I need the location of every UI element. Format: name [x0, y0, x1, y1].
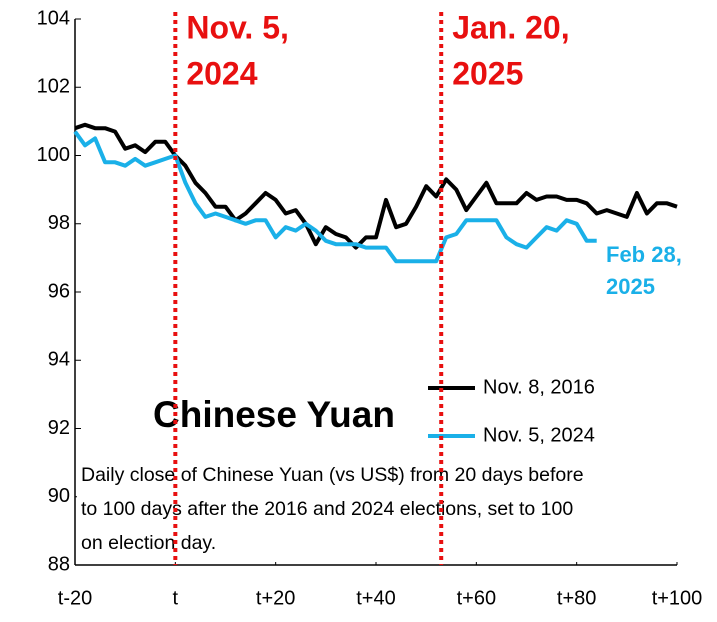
event-label: 2024	[186, 55, 257, 91]
x-tick-label: t	[173, 587, 179, 609]
legend-label: Nov. 5, 2024	[483, 424, 595, 446]
x-tick-label: t+80	[557, 587, 596, 609]
y-tick-label: 104	[37, 7, 70, 29]
y-tick-label: 88	[48, 553, 70, 575]
series-line	[73, 130, 597, 264]
note-background	[77, 458, 709, 562]
legend-label: Nov. 8, 2016	[483, 376, 595, 398]
y-tick-label: 102	[37, 76, 70, 98]
y-tick-label: 96	[48, 280, 70, 302]
x-tick-label: t+40	[356, 587, 395, 609]
note-text: to 100 days after the 2016 and 2024 elec…	[81, 498, 573, 520]
y-tick-label: 90	[48, 485, 70, 507]
x-tick-label: t+20	[256, 587, 295, 609]
x-tick-label: t-20	[58, 587, 92, 609]
note-text: on election day.	[81, 532, 216, 554]
event-label: Nov. 5,	[186, 9, 289, 45]
end-label: 2025	[606, 274, 655, 299]
y-tick-label: 94	[48, 349, 70, 371]
series-line	[74, 122, 678, 250]
y-tick-label: 98	[48, 212, 70, 234]
note-text: Daily close of Chinese Yuan (vs US$) fro…	[81, 464, 584, 486]
y-tick-label: 100	[37, 144, 70, 166]
end-label: Feb 28,	[606, 242, 682, 267]
x-tick-label: t+60	[457, 587, 496, 609]
chart-title: Chinese Yuan	[153, 394, 395, 435]
event-label: Jan. 20,	[452, 9, 569, 45]
y-tick-label: 92	[48, 417, 70, 439]
event-label: 2025	[452, 55, 523, 91]
x-tick-label: t+100	[652, 587, 703, 609]
